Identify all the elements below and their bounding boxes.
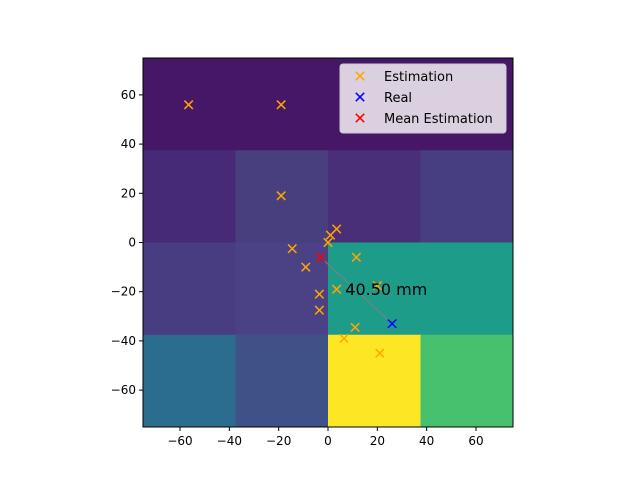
legend: Estimation Real Mean Estimation — [339, 63, 507, 134]
y-tick-label: 20 — [121, 186, 136, 200]
heatmap-cell — [235, 242, 329, 336]
heatmap-cell — [420, 334, 514, 428]
estimation-point — [276, 191, 286, 201]
legend-label-mean-estimation: Mean Estimation — [384, 112, 493, 127]
estimation-point — [339, 333, 349, 344]
heatmap-cell — [143, 242, 236, 336]
estimation-point — [183, 100, 194, 110]
estimation-point — [276, 100, 286, 110]
estimation-point — [314, 305, 325, 315]
legend-marker-real — [355, 92, 365, 102]
estimation-point — [287, 243, 297, 254]
x-tick-label: 20 — [370, 434, 385, 448]
heatmap-cell — [235, 334, 329, 428]
y-tick-label: 0 — [128, 236, 136, 250]
x-axis: −60 −40 −20 0 20 40 60 — [167, 427, 484, 448]
estimation-point — [325, 230, 336, 240]
real-point — [387, 318, 397, 329]
y-tick-label: 40 — [121, 137, 136, 151]
x-tick-label: −60 — [167, 434, 192, 448]
estimation-point — [351, 252, 362, 262]
legend-marker-mean-estimation — [355, 113, 365, 123]
estimation-point — [314, 289, 325, 299]
heatmap-cell — [143, 150, 236, 243]
points-layer — [183, 100, 397, 358]
estimation-point — [331, 284, 342, 294]
heatmap-cell — [328, 150, 421, 243]
mean-estimation-point — [315, 252, 326, 262]
x-tick-label: −40 — [217, 434, 242, 448]
x-tick-label: 0 — [324, 434, 332, 448]
y-tick-label: −20 — [111, 285, 136, 299]
connector-layer — [320, 256, 393, 325]
heatmap-cell — [328, 334, 421, 428]
x-tick-label: −20 — [266, 434, 291, 448]
estimation-point — [372, 280, 383, 291]
x-tick-label: 60 — [468, 434, 483, 448]
estimation-point — [323, 237, 333, 248]
legend-label-real: Real — [384, 91, 412, 106]
legend-label-estimation: Estimation — [384, 70, 453, 85]
estimation-point — [350, 322, 360, 333]
heatmap-cell — [420, 150, 514, 243]
y-tick-label: −60 — [111, 383, 136, 397]
x-tick-label: 40 — [419, 434, 434, 448]
heatmap-cell — [420, 242, 514, 336]
y-tick-label: −40 — [111, 334, 136, 348]
legend-marker-estimation — [355, 71, 365, 81]
distance-connector-line — [320, 256, 393, 325]
y-tick-label: 60 — [121, 88, 136, 102]
annotation-layer: 40.50 mm — [345, 280, 427, 299]
distance-annotation: 40.50 mm — [345, 280, 427, 299]
heatmap-cell — [143, 334, 236, 428]
y-axis: −60 −40 −20 0 20 40 60 — [111, 88, 143, 397]
legend-box — [339, 63, 507, 134]
estimation-point — [375, 348, 385, 358]
estimation-point — [301, 262, 311, 272]
